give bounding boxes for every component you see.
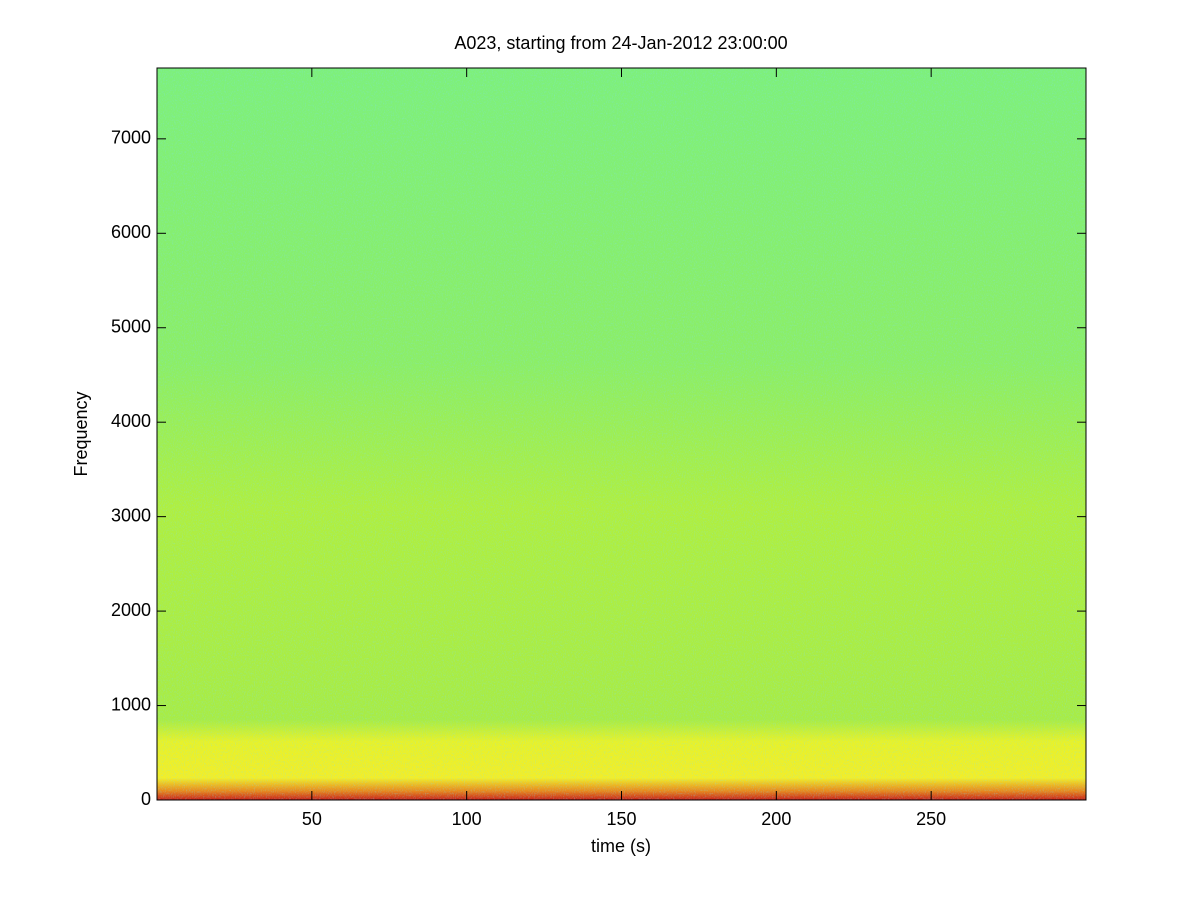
y-tick-label: 6000 bbox=[111, 222, 151, 242]
y-tick-label: 2000 bbox=[111, 600, 151, 620]
y-tick-label: 5000 bbox=[111, 316, 151, 336]
x-tick-label: 150 bbox=[606, 809, 636, 829]
y-tick-label: 3000 bbox=[111, 505, 151, 525]
y-tick-label: 0 bbox=[141, 789, 151, 809]
y-axis-label: Frequency bbox=[71, 391, 91, 476]
y-tick-label: 7000 bbox=[111, 128, 151, 148]
spectrogram-texture bbox=[157, 68, 1086, 800]
x-tick-label: 50 bbox=[302, 809, 322, 829]
chart-title: A023, starting from 24-Jan-2012 23:00:00 bbox=[454, 33, 787, 53]
y-tick-label: 1000 bbox=[111, 694, 151, 714]
x-axis-label: time (s) bbox=[591, 836, 651, 856]
x-tick-label: 100 bbox=[452, 809, 482, 829]
x-tick-label: 200 bbox=[761, 809, 791, 829]
plot-area bbox=[156, 67, 1087, 801]
x-tick-label: 250 bbox=[916, 809, 946, 829]
y-tick-label: 4000 bbox=[111, 411, 151, 431]
